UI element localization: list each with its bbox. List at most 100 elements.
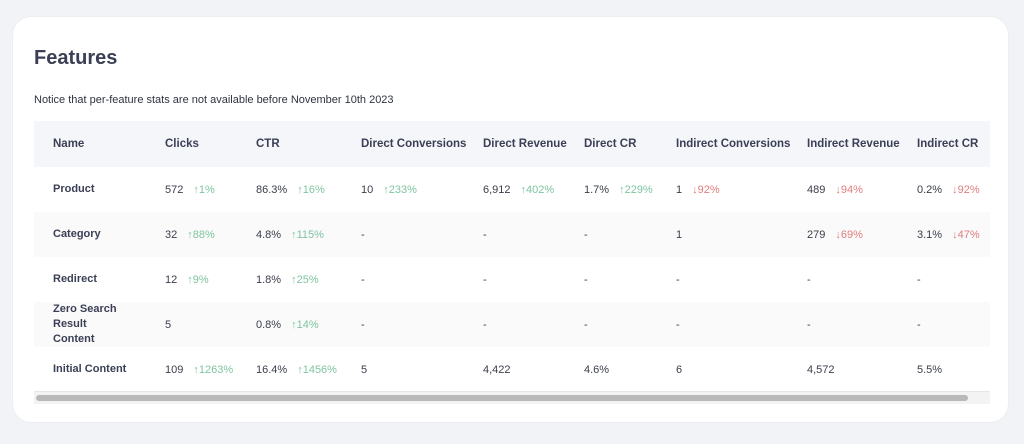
row-name: Initial Content [53, 363, 127, 375]
delta-up-badge: ↑9% [187, 273, 209, 286]
table-row: Redirect 12 ↑9% 1.8% ↑25% - - - - - - [34, 257, 990, 302]
cell-value: 32 [165, 228, 178, 241]
cell-value: - [483, 273, 487, 286]
table-cell: 5.5% [917, 347, 990, 391]
cell-value: 12 [165, 273, 178, 286]
delta-down-badge: ↓47% [952, 228, 980, 241]
column-header-direct-cr[interactable]: Direct CR [584, 121, 676, 167]
table-cell: - [807, 302, 917, 347]
column-header-direct-conversions[interactable]: Direct Conversions [361, 121, 483, 167]
table-cell: 1 ↓92% [676, 167, 807, 212]
delta-down-badge: ↓94% [835, 183, 863, 196]
cell-value: 572 [165, 183, 184, 196]
column-header-direct-revenue[interactable]: Direct Revenue [483, 121, 584, 167]
table-cell: 5 [165, 302, 256, 347]
cell-value: - [584, 273, 588, 286]
cell-value: 5 [361, 363, 368, 376]
table-row: Category 32 ↑88% 4.8% ↑115% - - - 1 279 ↓69% 3.1% ↓4… [34, 212, 990, 257]
table-cell: 1.7% ↑229% [584, 167, 676, 212]
table-cell: 279 ↓69% [807, 212, 917, 257]
delta-up-badge: ↑25% [291, 273, 319, 286]
table-row: Product 572 ↑1% 86.3% ↑16% 10 ↑233% 6,912 ↑402% 1… [34, 167, 990, 212]
table-cell: 5 [361, 347, 483, 391]
table-cell: 86.3% ↑16% [256, 167, 361, 212]
table-cell: 4,572 [807, 347, 917, 391]
features-card: Features Notice that per-feature stats a… [13, 17, 1008, 422]
table-row: Zero Search Result Content 5 0.8% ↑14% - - - - -… [34, 302, 990, 347]
row-name: Zero Search Result Content [34, 302, 165, 347]
table-cell: - [361, 212, 483, 257]
cell-value: - [361, 273, 365, 286]
table-cell: - [361, 257, 483, 302]
column-header-clicks[interactable]: Clicks [165, 121, 256, 167]
cell-value: 0.2% [917, 183, 943, 196]
cell-value: - [807, 273, 811, 286]
delta-up-badge: ↑14% [291, 318, 319, 331]
table-cell: - [676, 302, 807, 347]
table-cell: 572 ↑1% [165, 167, 256, 212]
cell-value: 5 [165, 318, 172, 331]
cell-value: - [361, 318, 365, 331]
table-cell: 12 ↑9% [165, 257, 256, 302]
delta-up-badge: ↑1456% [297, 363, 337, 376]
delta-up-badge: ↑115% [291, 228, 324, 241]
table-cell: 10 ↑233% [361, 167, 483, 212]
cell-value: - [917, 318, 921, 331]
table-cell: 16.4% ↑1456% [256, 347, 361, 391]
cell-value: 0.8% [256, 318, 282, 331]
delta-up-badge: ↑1263% [193, 363, 234, 376]
features-table-container: Name Clicks CTR Direct Conversions Direct Re… [34, 121, 990, 391]
row-name: Redirect [53, 273, 98, 285]
table-cell: - [483, 257, 584, 302]
cell-value: 3.1% [917, 228, 943, 241]
delta-up-badge: ↑88% [187, 228, 215, 241]
column-header-name[interactable]: Name [34, 121, 165, 167]
row-name: Category [34, 212, 165, 257]
table-cell: - [584, 212, 676, 257]
cell-value: 279 [807, 228, 826, 241]
column-header-ctr[interactable]: CTR [256, 121, 361, 167]
cell-value: 16.4% [256, 363, 288, 376]
cell-value: 5.5% [917, 363, 943, 376]
table-cell: 3.1% ↓47% [917, 212, 990, 257]
cell-value: - [584, 318, 588, 331]
cell-value: 6 [676, 363, 683, 376]
delta-down-badge: ↓92% [692, 183, 720, 196]
column-header-indirect-cr[interactable]: Indirect CR [917, 121, 990, 167]
column-header-indirect-conversions[interactable]: Indirect Conversions [676, 121, 807, 167]
cell-value: 6,912 [483, 183, 511, 196]
delta-down-badge: ↓92% [952, 183, 980, 196]
table-cell: 4.6% [584, 347, 676, 391]
cell-value: 4,422 [483, 363, 511, 376]
delta-down-badge: ↓69% [835, 228, 863, 241]
table-cell: - [584, 302, 676, 347]
cell-value: 1.7% [584, 183, 610, 196]
table-cell: 6,912 ↑402% [483, 167, 584, 212]
table-cell: - [676, 257, 807, 302]
table-cell: - [584, 257, 676, 302]
notice-text: Notice that per-feature stats are not av… [34, 94, 394, 106]
table-header-row: Name Clicks CTR Direct Conversions Direct Re… [34, 121, 990, 167]
row-name: Product [53, 183, 95, 195]
delta-up-badge: ↑16% [297, 183, 325, 196]
table-cell: - [917, 257, 990, 302]
table-cell: - [483, 212, 584, 257]
cell-value: - [676, 318, 680, 331]
scrollbar-thumb[interactable] [36, 395, 968, 401]
table-cell: 0.8% ↑14% [256, 302, 361, 347]
cell-value: 1.8% [256, 273, 282, 286]
cell-value: 4.6% [584, 363, 610, 376]
cell-value: 4.8% [256, 228, 282, 241]
column-header-indirect-revenue[interactable]: Indirect Revenue [807, 121, 917, 167]
table-cell: 1.8% ↑25% [256, 257, 361, 302]
cell-value: - [483, 318, 487, 331]
cell-value: 86.3% [256, 183, 288, 196]
cell-value: - [676, 273, 680, 286]
table-cell: 1 [676, 212, 807, 257]
table-cell: 0.2% ↓92% [917, 167, 990, 212]
delta-up-badge: ↑229% [619, 183, 653, 196]
table-cell: - [483, 302, 584, 347]
cell-value: 1 [676, 183, 683, 196]
cell-value: - [584, 228, 588, 241]
horizontal-scrollbar[interactable] [34, 391, 990, 404]
